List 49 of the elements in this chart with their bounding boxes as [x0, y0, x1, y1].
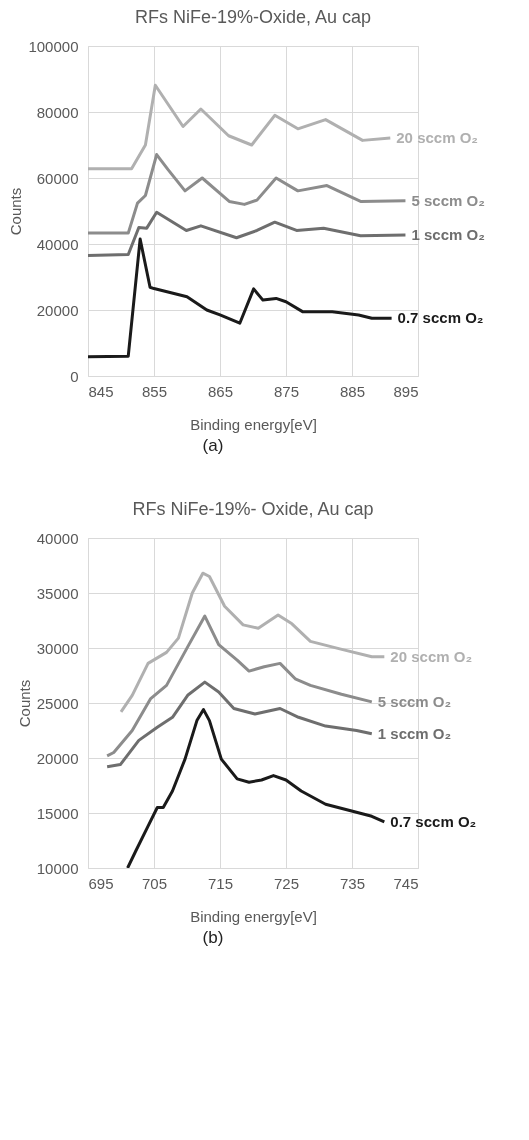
series-label: 20 sccm O₂ [396, 129, 478, 147]
y-tick-label: 0 [70, 367, 79, 385]
series-label: 1 sccm O₂ [411, 226, 485, 244]
y-tick-label: 40000 [36, 529, 79, 547]
line-series [105, 614, 374, 758]
x-tick-label: 895 [393, 382, 419, 400]
y-axis-title: Counts [7, 187, 25, 236]
line-series [119, 571, 386, 714]
x-tick-label: 695 [88, 874, 114, 892]
chart-title: RFs NiFe-19%-Oxide, Au cap [134, 7, 372, 27]
y-tick-label: 40000 [36, 235, 79, 253]
y-tick-label: 20000 [36, 301, 79, 319]
text: (b) [202, 928, 224, 947]
y-tick-label: 25000 [36, 694, 79, 712]
line-series [126, 708, 386, 868]
x-axis-title: Binding energy[eV] [190, 415, 317, 433]
series-label: 5 sccm O₂ [411, 191, 485, 209]
series-label: 20 sccm O₂ [390, 647, 473, 665]
x-tick-label: 865 [207, 382, 234, 400]
line-series [88, 210, 407, 258]
y-tick-label: 80000 [36, 103, 79, 121]
x-tick-label: 715 [207, 874, 234, 892]
y-tick-label: 60000 [36, 169, 79, 187]
line-series [88, 237, 394, 359]
series-label: 1 sccm O₂ [377, 724, 452, 742]
x-tick-label: 855 [141, 382, 168, 400]
chart-title: RFs NiFe-19%- Oxide, Au cap [132, 499, 374, 519]
y-tick-label: 35000 [36, 584, 79, 602]
x-axis-title: Binding energy[eV] [190, 907, 317, 925]
y-tick-label: 15000 [36, 804, 79, 822]
y-tick-label: 100000 [28, 37, 79, 55]
y-axis-title: Counts [15, 679, 33, 728]
x-tick-label: 845 [88, 382, 114, 400]
y-tick-label: 20000 [36, 749, 79, 767]
x-tick-label: 725 [273, 874, 300, 892]
x-tick-label: 745 [393, 874, 419, 892]
x-tick-label: 735 [339, 874, 366, 892]
y-tick-label: 10000 [36, 859, 79, 877]
line-series [88, 83, 392, 171]
x-tick-label: 875 [273, 382, 300, 400]
series-label: 0.7 sccm O₂ [390, 812, 477, 830]
line-series [105, 680, 374, 769]
y-tick-label: 30000 [36, 639, 79, 657]
line-series [88, 153, 407, 235]
x-tick-label: 885 [339, 382, 366, 400]
x-tick-label: 705 [141, 874, 168, 892]
series-label: 5 sccm O₂ [377, 692, 452, 710]
series-label: 0.7 sccm O₂ [397, 309, 484, 327]
text: (a) [202, 436, 224, 455]
